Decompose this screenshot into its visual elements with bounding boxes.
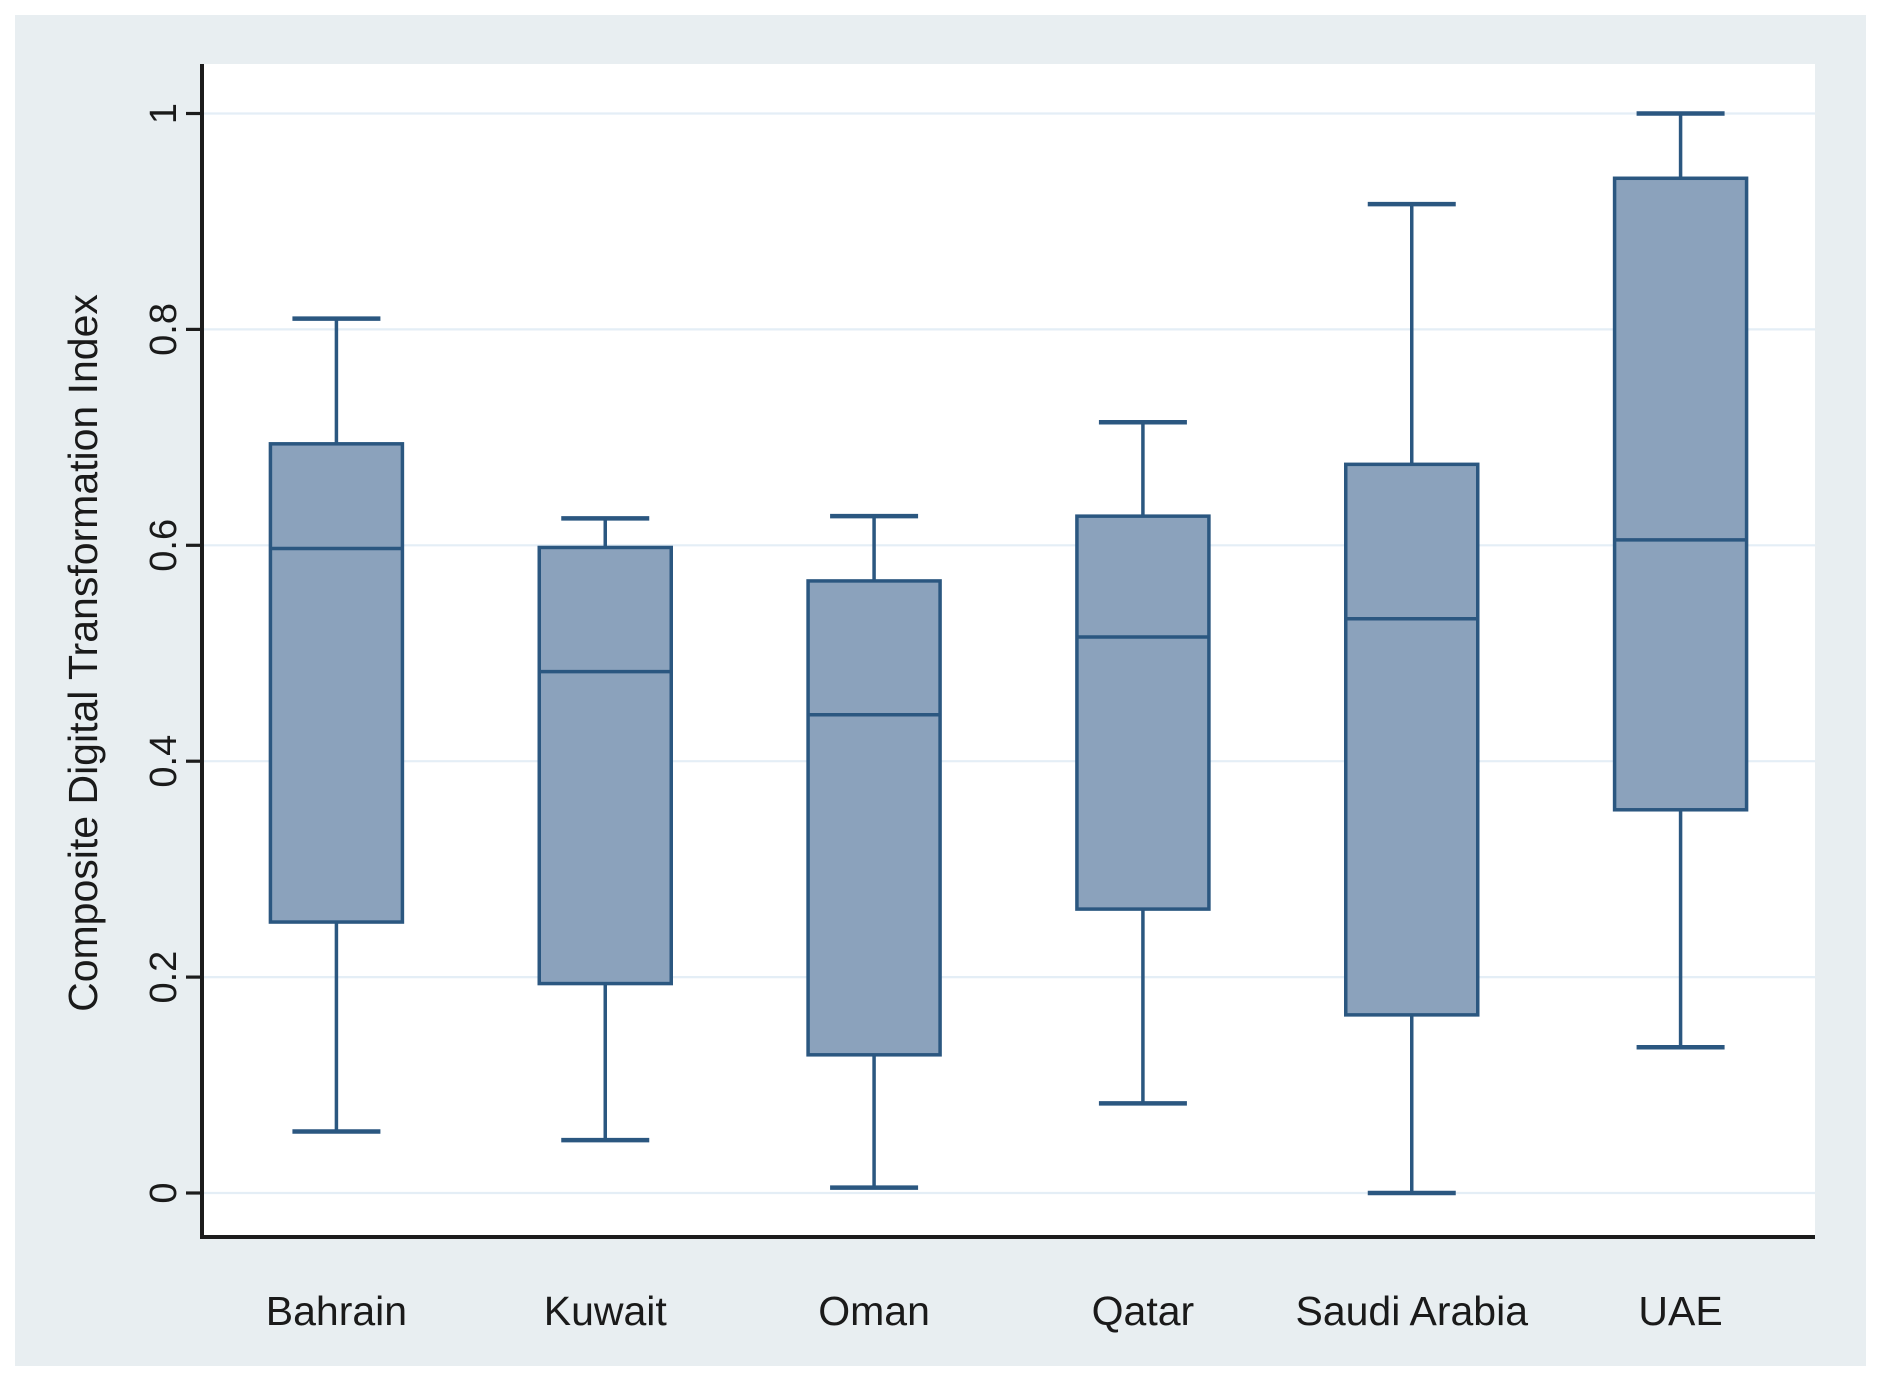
- box-rect: [268, 442, 405, 924]
- box-rect: [537, 545, 673, 986]
- x-axis-label-uae: UAE: [1638, 1288, 1722, 1334]
- label-layer: Bahrain Kuwait Oman Qatar Saudi Arabia UAE: [266, 1288, 1723, 1334]
- box-rect: [806, 579, 942, 1057]
- x-axis-label-bahrain: Bahrain: [266, 1288, 407, 1334]
- boxplot-saudi-arabia: [1344, 201, 1480, 1196]
- y-tick-label-1: 1: [143, 103, 185, 124]
- x-axis-label-oman: Oman: [818, 1288, 930, 1334]
- boxplot-bahrain: [268, 316, 405, 1134]
- box-rect: [1075, 514, 1211, 911]
- box-layer: [268, 111, 1749, 1196]
- x-axis-label-qatar: Qatar: [1092, 1288, 1195, 1334]
- axis-layer: 0 0.2 0.4 0.6 0.8 1: [143, 64, 1815, 1239]
- grid-layer: [202, 112, 1815, 1195]
- boxplot-oman: [806, 513, 942, 1190]
- y-tick-label-0-6: 0.6: [143, 519, 185, 572]
- box-rect: [1612, 176, 1749, 812]
- y-axis-title: Composite Digital Transformation Index: [60, 294, 106, 1012]
- boxplot-kuwait: [537, 516, 673, 1143]
- boxplot-uae: [1612, 111, 1749, 1050]
- y-tick-label-0: 0: [143, 1182, 185, 1203]
- y-tick-label-0-2: 0.2: [143, 951, 185, 1004]
- x-axis-label-saudi-arabia: Saudi Arabia: [1295, 1288, 1528, 1334]
- y-tick-label-0-4: 0.4: [143, 735, 185, 788]
- boxplot-qatar: [1075, 419, 1211, 1106]
- box-rect: [1344, 462, 1480, 1017]
- y-tick-label-0-8: 0.8: [143, 303, 185, 356]
- plot-area: [202, 64, 1815, 1237]
- x-axis-label-kuwait: Kuwait: [544, 1288, 668, 1334]
